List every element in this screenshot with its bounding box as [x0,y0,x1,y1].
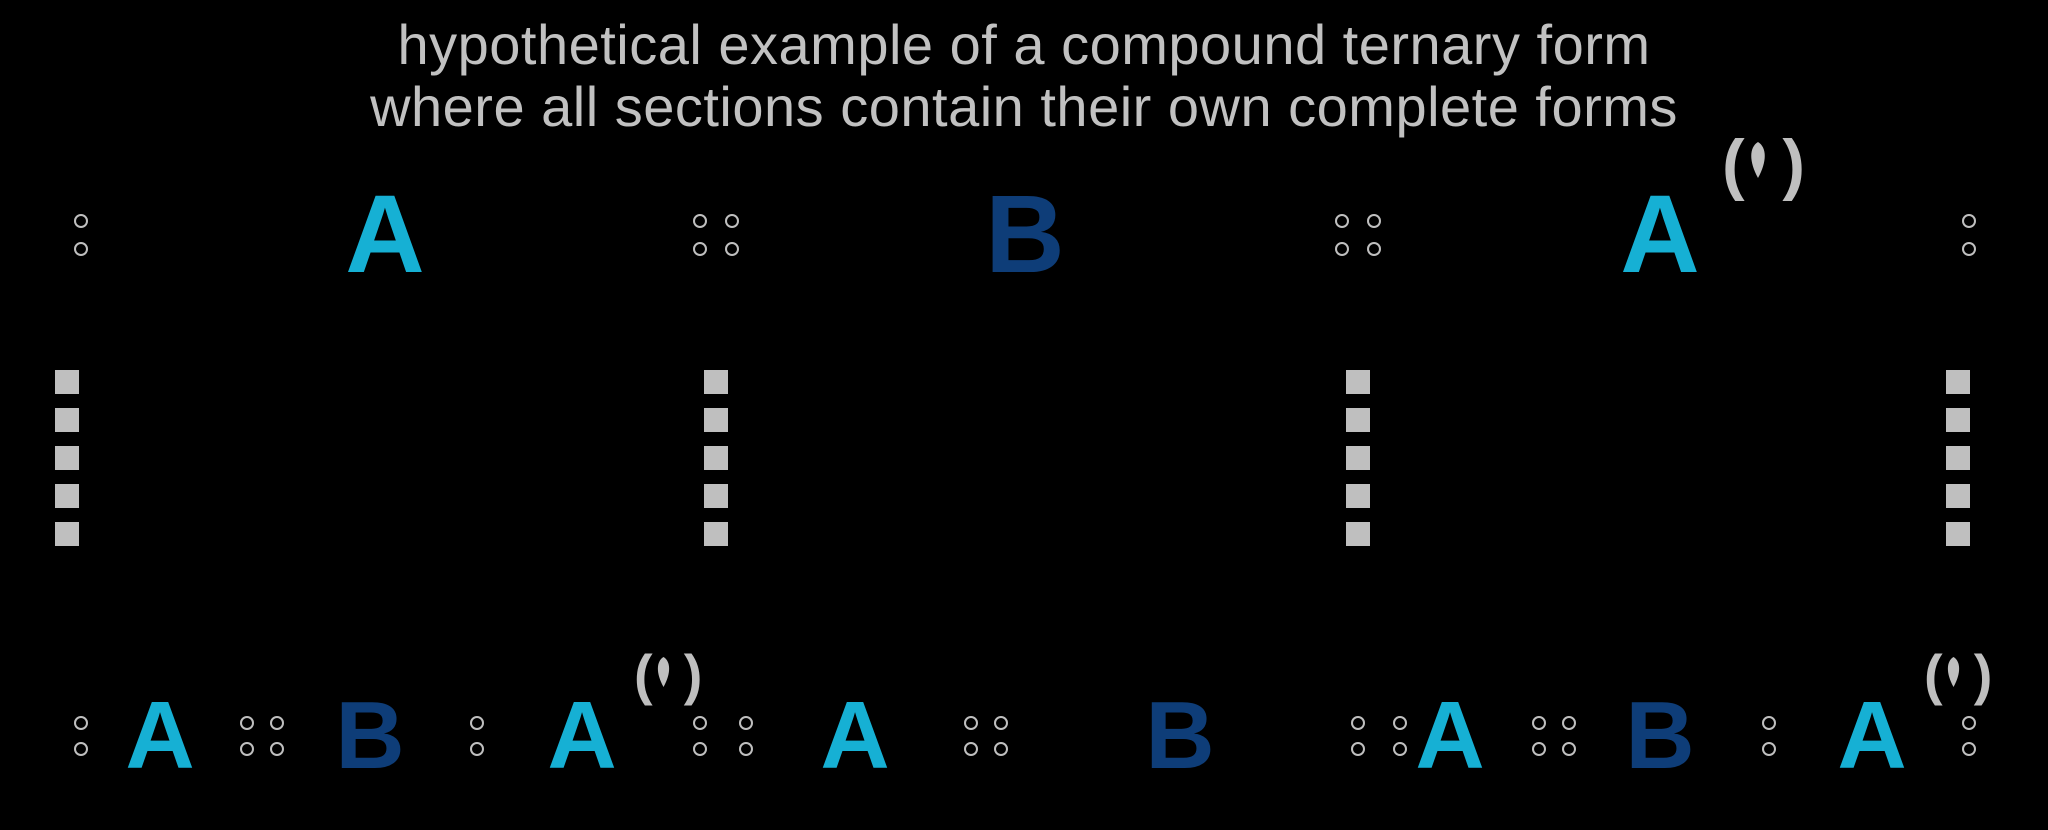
big-repeat-1-dot-1 [693,242,707,256]
section-letter-sm-2-B: B [1622,688,1699,784]
sm-2-repeat-3-dot-0 [1962,716,1976,730]
brace-2 [0,0,2048,830]
section-letter-big-2: A [1616,180,1704,290]
section-letter-big-1: B [981,180,1069,290]
sm-0-repeat-3-dot-1 [693,742,707,756]
sm-1-repeat-1-dot-2 [994,716,1008,730]
section-letter-sm-1-A: A [817,688,894,784]
staff-square-3-1 [1946,408,1970,432]
sm-2-repeat-1-dot-3 [1562,742,1576,756]
sm-1-repeat-0-dot-1 [739,742,753,756]
sm-1-repeat-0-dot-0 [739,716,753,730]
sm-2-repeat-1-dot-0 [1532,716,1546,730]
staff-square-0-0 [55,370,79,394]
staff-square-1-2 [704,446,728,470]
sm-2-repeat-1-dot-2 [1562,716,1576,730]
staff-square-1-3 [704,484,728,508]
staff-square-1-1 [704,408,728,432]
staff-square-3-2 [1946,446,1970,470]
big-repeat-0-dot-1 [74,242,88,256]
staff-square-0-2 [55,446,79,470]
big-repeat-2-dot-3 [1367,242,1381,256]
sm-0-repeat-1-dot-0 [240,716,254,730]
sm-1-repeat-2-dot-0 [1351,716,1365,730]
staff-square-3-0 [1946,370,1970,394]
big-repeat-2-dot-1 [1335,242,1349,256]
big-repeat-2-dot-2 [1367,214,1381,228]
big-repeat-1-dot-3 [725,242,739,256]
sm-0-repeat-0-dot-0 [74,716,88,730]
sm-0-repeat-1-dot-2 [270,716,284,730]
staff-square-2-2 [1346,446,1370,470]
sm-2-repeat-2-dot-1 [1762,742,1776,756]
section-letter-sm-0-B: B [332,688,409,784]
staff-square-2-4 [1346,522,1370,546]
section-letter-sm-2-A2: A [1834,688,1911,784]
staff-square-0-3 [55,484,79,508]
prime-tick-sm-2-A2 [1946,657,1961,687]
prime-tick-sm-0-A2 [656,657,671,687]
sm-0-repeat-2-dot-0 [470,716,484,730]
section-letter-sm-2-A1: A [1412,688,1489,784]
sm-2-repeat-1-dot-1 [1532,742,1546,756]
sm-0-repeat-1-dot-3 [270,742,284,756]
section-letter-sm-0-A1: A [122,688,199,784]
staff-square-3-3 [1946,484,1970,508]
staff-square-2-0 [1346,370,1370,394]
staff-square-0-4 [55,522,79,546]
staff-square-2-1 [1346,408,1370,432]
prime-tick-big-2 [1749,142,1767,178]
sm-2-repeat-3-dot-1 [1962,742,1976,756]
big-repeat-3-dot-0 [1962,214,1976,228]
big-repeat-1-dot-2 [725,214,739,228]
sm-2-repeat-2-dot-0 [1762,716,1776,730]
sm-1-repeat-2-dot-1 [1351,742,1365,756]
big-repeat-1-dot-0 [693,214,707,228]
big-repeat-0-dot-0 [74,214,88,228]
sm-2-repeat-0-dot-1 [1393,742,1407,756]
sm-1-repeat-1-dot-3 [994,742,1008,756]
big-repeat-3-dot-1 [1962,242,1976,256]
staff-square-3-4 [1946,522,1970,546]
section-letter-sm-0-A2: A [544,688,621,784]
sm-1-repeat-1-dot-1 [964,742,978,756]
section-letter-big-0: A [341,180,429,290]
sm-2-repeat-0-dot-0 [1393,716,1407,730]
staff-square-0-1 [55,408,79,432]
sm-1-repeat-1-dot-0 [964,716,978,730]
sm-0-repeat-2-dot-1 [470,742,484,756]
section-letter-sm-1-B: B [1142,688,1219,784]
staff-square-1-0 [704,370,728,394]
big-repeat-2-dot-0 [1335,214,1349,228]
sm-0-repeat-0-dot-1 [74,742,88,756]
sm-0-repeat-1-dot-1 [240,742,254,756]
sm-0-repeat-3-dot-0 [693,716,707,730]
staff-square-1-4 [704,522,728,546]
staff-square-2-3 [1346,484,1370,508]
